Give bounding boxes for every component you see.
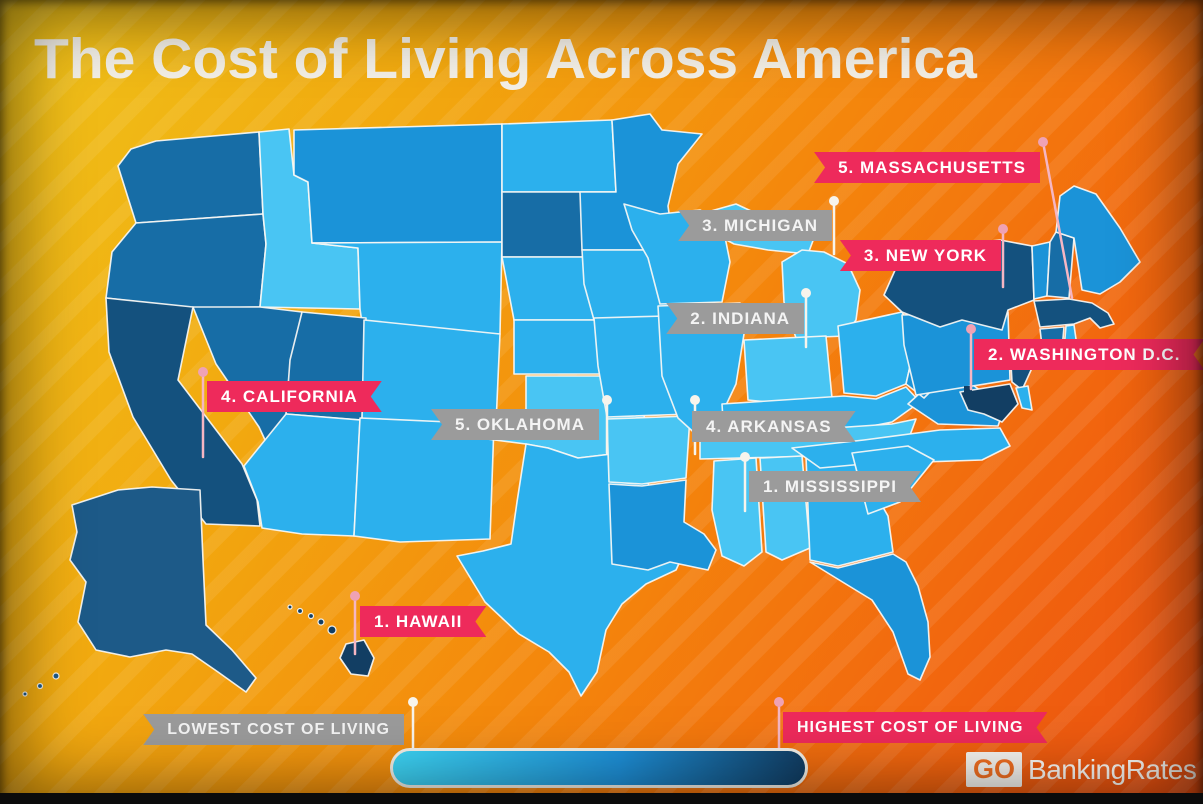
logo-wordmark: BankingRates	[1028, 753, 1197, 785]
map-label-text: 4. ARKANSAS	[706, 417, 832, 436]
state-indiana	[743, 335, 833, 407]
aleutian-island	[36, 682, 44, 690]
state-delaware	[1015, 385, 1033, 411]
map-label-mississippi: 1. MISSISSIPPI	[749, 471, 921, 502]
pin-dot-legend-lowest	[408, 697, 418, 707]
state-alaska	[69, 486, 257, 693]
map-label-california: 4. CALIFORNIA	[207, 381, 382, 412]
pin-dot-indiana	[801, 288, 811, 298]
gobankingrates-logo: GO BankingRates	[966, 752, 1197, 787]
state-montana	[293, 123, 503, 244]
map-label-text: 3. NEW YORK	[863, 246, 987, 265]
map-label-arkansas: 4. ARKANSAS	[692, 411, 856, 442]
state-north-dakota	[501, 119, 617, 193]
map-label-text: 2. INDIANA	[690, 309, 790, 328]
state-minnesota	[579, 113, 703, 251]
pin-dot-washington-dc	[966, 324, 976, 334]
pin-line-massachusetts	[1041, 140, 1074, 300]
state-maryland	[959, 383, 1019, 423]
aleutian-island	[52, 672, 60, 680]
state-washington	[117, 131, 264, 224]
legend-label-text: HIGHEST COST OF LIVING	[797, 719, 1024, 736]
legend-label-highest: HIGHEST COST OF LIVING	[783, 712, 1047, 743]
map-label-hawaii: 1. HAWAII	[360, 606, 486, 637]
logo-go-badge: GO	[966, 752, 1023, 787]
state-louisiana	[608, 479, 717, 571]
state-arkansas	[606, 415, 691, 485]
state-new-hampshire	[1046, 231, 1075, 299]
pin-dot-california	[198, 367, 208, 377]
legend-label-lowest: LOWEST COST OF LIVING	[143, 714, 404, 745]
map-label-text: 2. WASHINGTON D.C.	[988, 345, 1181, 364]
map-label-text: 5. MASSACHUSETTS	[838, 158, 1026, 177]
legend-gradient-bar	[390, 748, 808, 788]
washington-dc-marker	[964, 386, 972, 394]
hawaii-island	[287, 604, 293, 610]
map-label-massachusetts: 5. MASSACHUSETTS	[814, 152, 1040, 183]
state-california	[105, 297, 261, 527]
pin-dot-arkansas	[690, 395, 700, 405]
map-label-indiana: 2. INDIANA	[666, 303, 804, 334]
hawaii-island	[307, 612, 315, 620]
hawaii-island	[317, 618, 325, 626]
hawaii-island	[296, 607, 304, 615]
page-title: The Cost of Living Across America	[34, 27, 977, 91]
map-label-new-york: 3. NEW YORK	[839, 240, 1001, 271]
map-label-text: 4. CALIFORNIA	[221, 387, 358, 406]
pin-dot-michigan	[829, 196, 839, 206]
pin-dot-mississippi	[740, 452, 750, 462]
pin-dot-massachusetts	[1038, 137, 1048, 147]
state-hawaii	[339, 639, 375, 677]
aleutian-island	[22, 691, 28, 697]
pin-dot-hawaii	[350, 591, 360, 601]
state-oregon	[105, 213, 267, 309]
pin-dot-oklahoma	[602, 395, 612, 405]
map-label-text: 1. MISSISSIPPI	[763, 477, 897, 496]
map-label-text: 5. OKLAHOMA	[455, 415, 585, 434]
pin-dot-legend-highest	[774, 697, 784, 707]
bottom-black-edge	[0, 793, 1203, 804]
state-colorado	[361, 319, 501, 425]
map-label-text: 3. MICHIGAN	[702, 216, 818, 235]
state-massachusetts	[1033, 298, 1115, 329]
state-florida	[809, 553, 931, 681]
map-label-michigan: 3. MICHIGAN	[678, 210, 832, 241]
hawaii-island	[327, 625, 337, 635]
pin-dot-new-york	[998, 224, 1008, 234]
legend-label-text: LOWEST COST OF LIVING	[167, 721, 390, 738]
state-maine	[1055, 185, 1141, 295]
map-label-washington-dc: 2. WASHINGTON D.C.	[974, 339, 1203, 370]
map-label-text: 1. HAWAII	[374, 612, 463, 631]
map-label-oklahoma: 5. OKLAHOMA	[431, 409, 599, 440]
